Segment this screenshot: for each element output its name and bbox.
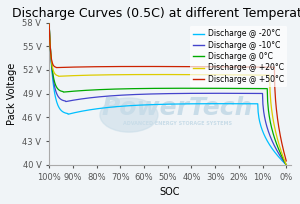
Text: PowerTech: PowerTech bbox=[102, 96, 253, 120]
Legend: Discharge @ -20°C, Discharge @ -10°C, Discharge @ 0°C, Discharge @ +20°C, Discha: Discharge @ -20°C, Discharge @ -10°C, Di… bbox=[190, 26, 287, 86]
Y-axis label: Pack Voltage: Pack Voltage bbox=[7, 63, 17, 125]
X-axis label: SOC: SOC bbox=[160, 187, 180, 197]
Circle shape bbox=[100, 98, 158, 132]
Title: Discharge Curves (0.5C) at different Temperatures: Discharge Curves (0.5C) at different Tem… bbox=[12, 7, 300, 20]
Text: ADVANCED ENERGY STORAGE SYSTEMS: ADVANCED ENERGY STORAGE SYSTEMS bbox=[123, 121, 232, 126]
